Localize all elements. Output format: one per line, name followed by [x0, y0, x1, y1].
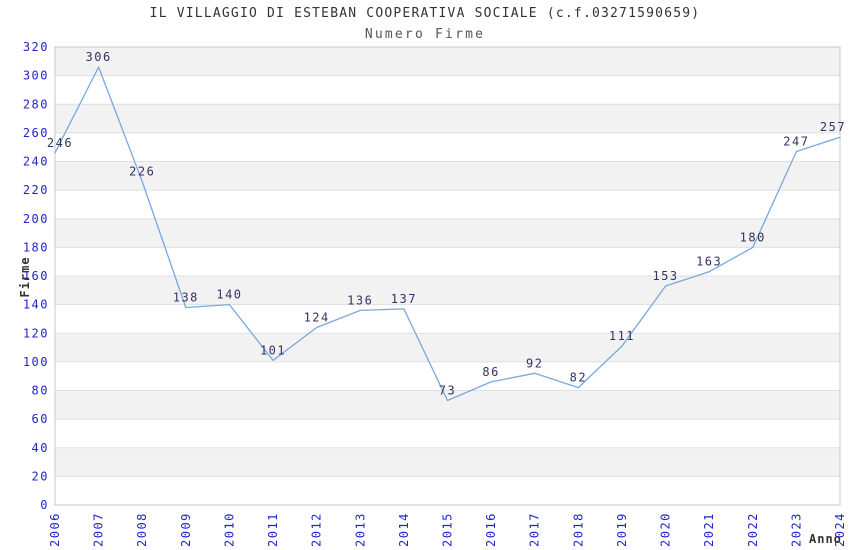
y-tick-label: 200: [23, 212, 49, 226]
x-tick-label: 2019: [615, 512, 629, 547]
y-tick-label: 180: [23, 240, 49, 254]
y-tick-label: 320: [23, 40, 49, 54]
x-tick-label: 2011: [266, 512, 280, 547]
data-point-label: 101: [260, 343, 286, 357]
y-tick-label: 60: [32, 412, 49, 426]
x-tick-label: 2009: [179, 512, 193, 547]
y-tick-label: 220: [23, 183, 49, 197]
data-point-label: 137: [391, 292, 417, 306]
y-tick-label: 240: [23, 155, 49, 169]
data-point-label: 257: [820, 120, 846, 134]
data-point-label: 124: [304, 311, 330, 325]
data-point-label: 136: [347, 293, 373, 307]
data-point-label: 73: [439, 384, 456, 398]
chart-subtitle: Numero Firme: [364, 27, 486, 42]
x-tick-label: 2015: [441, 512, 455, 547]
data-point-label: 246: [47, 136, 73, 150]
data-point-label: 153: [652, 269, 678, 283]
x-tick-label: 2013: [353, 512, 367, 547]
data-point-label: 163: [696, 255, 722, 269]
data-point-label: 140: [216, 288, 242, 302]
y-tick-label: 80: [32, 384, 49, 398]
y-tick-label: 0: [40, 498, 49, 512]
x-tick-label: 2008: [135, 512, 149, 547]
data-point-label: 92: [526, 356, 543, 370]
x-tick-label: 2016: [484, 512, 498, 547]
x-axis-title: Anno: [809, 532, 842, 546]
data-point-label: 226: [129, 165, 155, 179]
x-tick-label: 2022: [746, 512, 760, 547]
plot-border: [54, 46, 841, 506]
data-point-label: 247: [783, 134, 809, 148]
y-tick-label: 100: [23, 355, 49, 369]
series-line: [54, 66, 841, 402]
y-tick-label: 40: [32, 441, 49, 455]
chart-title: IL VILLAGGIO DI ESTEBAN COOPERATIVA SOCI…: [149, 6, 701, 21]
y-tick-label: 280: [23, 97, 49, 111]
y-tick-label: 300: [23, 69, 49, 83]
x-tick-label: 2020: [659, 512, 673, 547]
grid-stripe: [55, 161, 840, 191]
grid-stripe: [55, 104, 840, 133]
data-point-label: 82: [570, 371, 587, 385]
data-point-label: 111: [609, 329, 635, 343]
y-tick-label: 160: [23, 269, 49, 283]
data-point-label: 138: [173, 290, 199, 304]
x-tick-label: 2014: [397, 512, 411, 547]
data-point-label: 180: [740, 230, 766, 244]
grid-stripe: [55, 390, 840, 420]
x-tick-label: 2010: [222, 512, 236, 547]
data-point-label: 306: [86, 50, 112, 64]
x-tick-label: 2012: [310, 512, 324, 547]
x-tick-label: 2023: [789, 512, 803, 547]
x-tick-label: 2018: [571, 512, 585, 547]
grid-stripe: [55, 218, 840, 248]
x-tick-label: 2006: [48, 512, 62, 547]
y-tick-label: 140: [23, 298, 49, 312]
y-tick-label: 120: [23, 326, 49, 340]
data-point-label: 86: [482, 365, 499, 379]
grid-stripe: [55, 47, 840, 76]
x-tick-label: 2021: [702, 512, 716, 547]
x-tick-label: 2007: [92, 512, 106, 547]
grid-stripe: [55, 276, 840, 305]
grid-stripe: [55, 447, 840, 477]
grid-stripe: [55, 333, 840, 362]
y-tick-label: 20: [32, 469, 49, 483]
y-tick-label: 260: [23, 126, 49, 140]
x-tick-label: 2024: [833, 512, 847, 547]
x-tick-label: 2017: [528, 512, 542, 547]
